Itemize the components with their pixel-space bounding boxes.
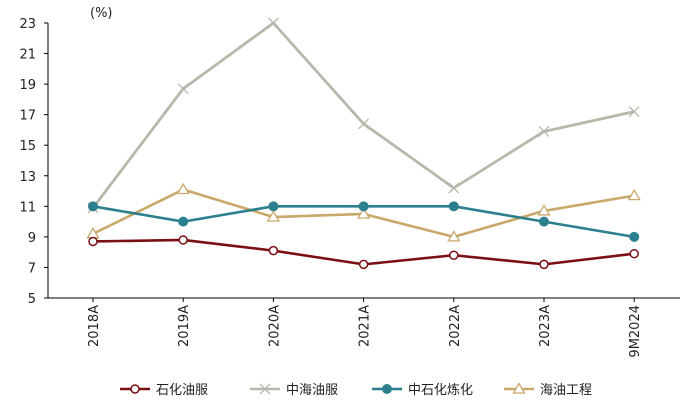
series-1 <box>87 17 640 214</box>
data-point <box>88 236 98 247</box>
y-tick-label: 19 <box>19 78 36 93</box>
data-point <box>539 259 549 270</box>
data-point <box>447 230 461 242</box>
data-point <box>268 245 279 256</box>
data-point <box>629 231 640 242</box>
legend-marker <box>382 384 392 394</box>
legend-label: 中石化炼化 <box>408 383 473 398</box>
data-point <box>88 201 98 212</box>
data-point <box>267 17 279 29</box>
legend-label: 石化油服 <box>156 383 208 398</box>
y-tick-label: 5 <box>28 292 36 307</box>
data-point <box>449 250 459 260</box>
unit-label: (%) <box>90 6 113 21</box>
chart-legend: 石化油服 中海油服 中石化炼化 海油工程 <box>120 382 592 398</box>
legend-item: 石化油服 <box>120 383 208 398</box>
x-tick-label: 2023A <box>538 305 553 347</box>
x-tick-label: 2021A <box>358 305 373 347</box>
y-tick-label: 15 <box>19 139 36 154</box>
y-tick-label: 13 <box>19 170 36 185</box>
legend-label: 中海油服 <box>286 383 338 398</box>
data-point <box>537 204 551 216</box>
legend-marker <box>130 384 140 394</box>
data-point <box>178 216 189 227</box>
data-point <box>176 182 190 195</box>
data-point <box>358 201 369 212</box>
y-tick-labels: 5 7 9 11 13 15 17 19 21 23 <box>19 17 48 307</box>
legend-item: 中海油服 <box>250 383 338 398</box>
data-point <box>539 216 549 227</box>
data-point <box>356 207 371 219</box>
x-tick-label: 2018A <box>87 305 102 347</box>
data-point <box>266 210 281 222</box>
chart-series <box>86 17 641 270</box>
y-tick-label: 21 <box>19 48 36 63</box>
series-0 <box>88 235 639 270</box>
data-point <box>538 126 550 137</box>
y-tick-label: 9 <box>28 231 36 246</box>
data-point <box>628 106 640 118</box>
legend-marker <box>259 383 271 395</box>
x-tick-label: 2020A <box>267 305 282 347</box>
x-tick-labels: 2018A 2019A 2020A 2021A 2022A 2023A 9M2024 <box>87 298 643 358</box>
data-point <box>448 201 459 212</box>
series-2 <box>88 201 640 242</box>
y-tick-label: 23 <box>19 17 36 32</box>
x-tick-label: 2022A <box>448 305 463 347</box>
data-point <box>448 182 460 194</box>
y-tick-label: 17 <box>19 109 36 124</box>
data-point <box>627 188 641 201</box>
x-tick-label: 2019A <box>177 305 192 347</box>
series-line <box>91 21 635 209</box>
chart-axes: (%) <box>47 6 680 299</box>
legend-item: 中石化炼化 <box>372 383 473 398</box>
legend-item: 海油工程 <box>504 382 592 398</box>
y-tick-label: 11 <box>19 200 36 215</box>
legend-marker <box>512 382 526 394</box>
data-point <box>178 235 188 245</box>
y-tick-label: 7 <box>28 261 36 276</box>
data-point <box>629 248 639 259</box>
data-point <box>177 83 189 95</box>
data-point <box>358 118 370 130</box>
x-tick-label: 9M2024 <box>628 305 643 358</box>
data-point <box>358 259 369 270</box>
legend-label: 海油工程 <box>540 383 592 398</box>
data-point <box>268 201 279 212</box>
series-3 <box>86 182 641 242</box>
